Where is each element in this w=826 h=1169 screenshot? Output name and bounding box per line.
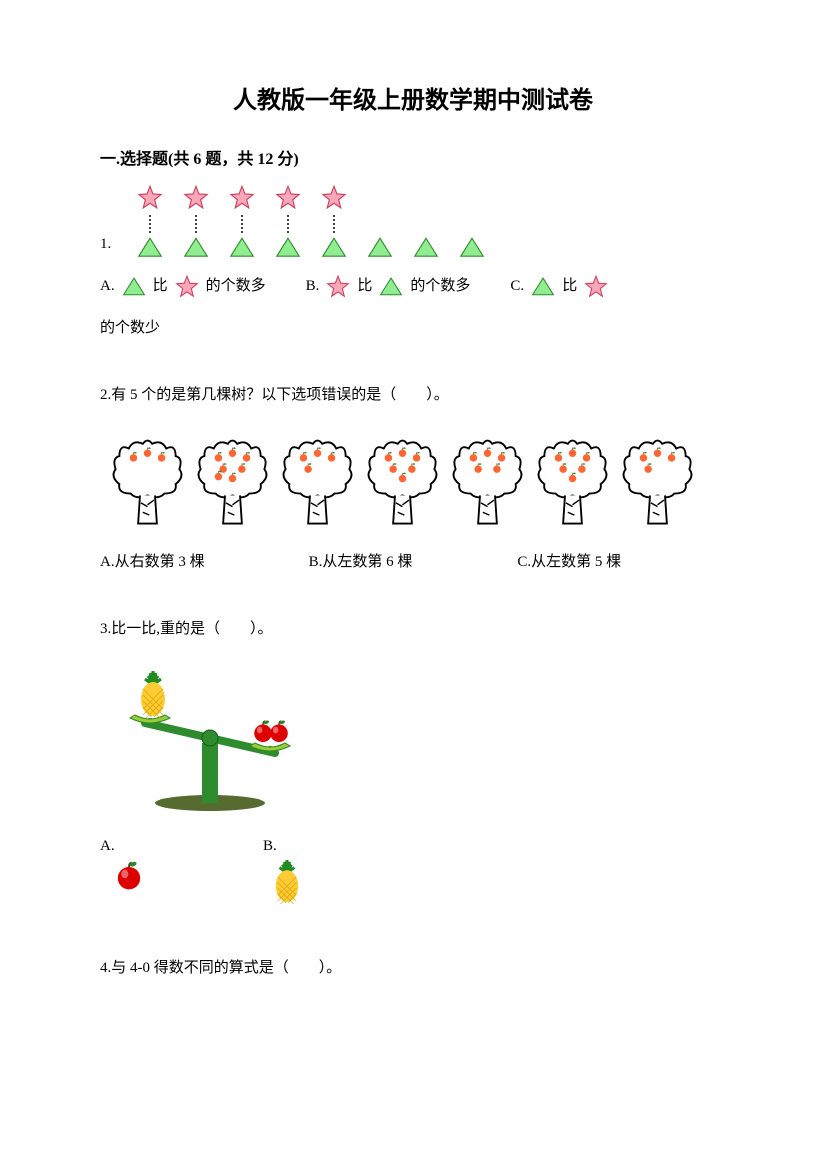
exam-page: 人教版一年级上册数学期中测试卷 一.选择题(共 6 题，共 12 分) 1. bbox=[0, 0, 826, 1062]
q1-option-c: C. 比 bbox=[510, 273, 615, 300]
tree-icon bbox=[280, 429, 355, 529]
opt-a-label: A. bbox=[100, 833, 143, 860]
tree-icon bbox=[535, 429, 610, 529]
star-icon bbox=[583, 274, 609, 300]
q3-text: 3.比一比,重的是（ ）。 bbox=[100, 616, 726, 643]
q3-option-a: A. bbox=[100, 833, 143, 901]
question-3: 3.比一比,重的是（ ）。 A. bbox=[100, 616, 726, 915]
q1-number: 1. bbox=[100, 231, 111, 258]
opt-c-prefix: C. bbox=[510, 273, 524, 300]
star-icon bbox=[325, 274, 351, 300]
tree-icon bbox=[195, 429, 270, 529]
question-2: 2.有 5 个的是第几棵树？以下选项错误的是（ ）。 bbox=[100, 382, 726, 576]
q2-options: A.从右数第 3 棵 B.从左数第 6 棵 C.从左数第 5 棵 bbox=[100, 549, 726, 576]
q3-scale bbox=[110, 663, 310, 813]
opt-b-prefix: B. bbox=[306, 273, 320, 300]
q2-trees bbox=[110, 429, 726, 529]
q1-shapes bbox=[136, 184, 486, 258]
star-icon bbox=[174, 274, 200, 300]
triangle-icon bbox=[378, 276, 404, 297]
tree-icon bbox=[365, 429, 440, 529]
opt-b-label: B. bbox=[263, 833, 301, 860]
question-1: 1. bbox=[100, 184, 726, 342]
opt-c-mid: 比 bbox=[562, 273, 577, 300]
question-4: 4.与 4-0 得数不同的算式是（ ）。 bbox=[100, 955, 726, 982]
q1-option-c-cont: 的个数少 bbox=[100, 315, 726, 342]
opt-a-mid: 比 bbox=[153, 273, 168, 300]
q4-text: 4.与 4-0 得数不同的算式是（ ）。 bbox=[100, 955, 726, 982]
opt-b-suffix: 的个数多 bbox=[410, 273, 470, 300]
tree-icon bbox=[110, 429, 185, 529]
pineapple-icon bbox=[273, 860, 301, 915]
triangle-icon bbox=[121, 276, 147, 297]
q1-option-b: B. 比 的个数多 bbox=[306, 273, 471, 300]
opt-a-prefix: A. bbox=[100, 273, 115, 300]
q1-options: A. 比 的个数多 B. 比 的个数多 C. 比 bbox=[100, 273, 726, 300]
tree-icon bbox=[620, 429, 695, 529]
opt-a-suffix: 的个数多 bbox=[206, 273, 266, 300]
q2-option-a: A.从右数第 3 棵 bbox=[100, 549, 309, 576]
tree-icon bbox=[450, 429, 525, 529]
q3-option-b: B. bbox=[263, 833, 301, 915]
opt-b-mid: 比 bbox=[357, 273, 372, 300]
apple-icon bbox=[115, 860, 143, 901]
q2-text: 2.有 5 个的是第几棵树？以下选项错误的是（ ）。 bbox=[100, 382, 726, 409]
q1-option-a: A. 比 的个数多 bbox=[100, 273, 266, 300]
q2-option-b: B.从左数第 6 棵 bbox=[309, 549, 518, 576]
section-header: 一.选择题(共 6 题，共 12 分) bbox=[100, 145, 726, 169]
triangle-icon bbox=[530, 276, 556, 297]
q3-options: A. B. bbox=[100, 833, 726, 915]
page-title: 人教版一年级上册数学期中测试卷 bbox=[100, 80, 726, 115]
q2-option-c: C.从左数第 5 棵 bbox=[517, 549, 726, 576]
